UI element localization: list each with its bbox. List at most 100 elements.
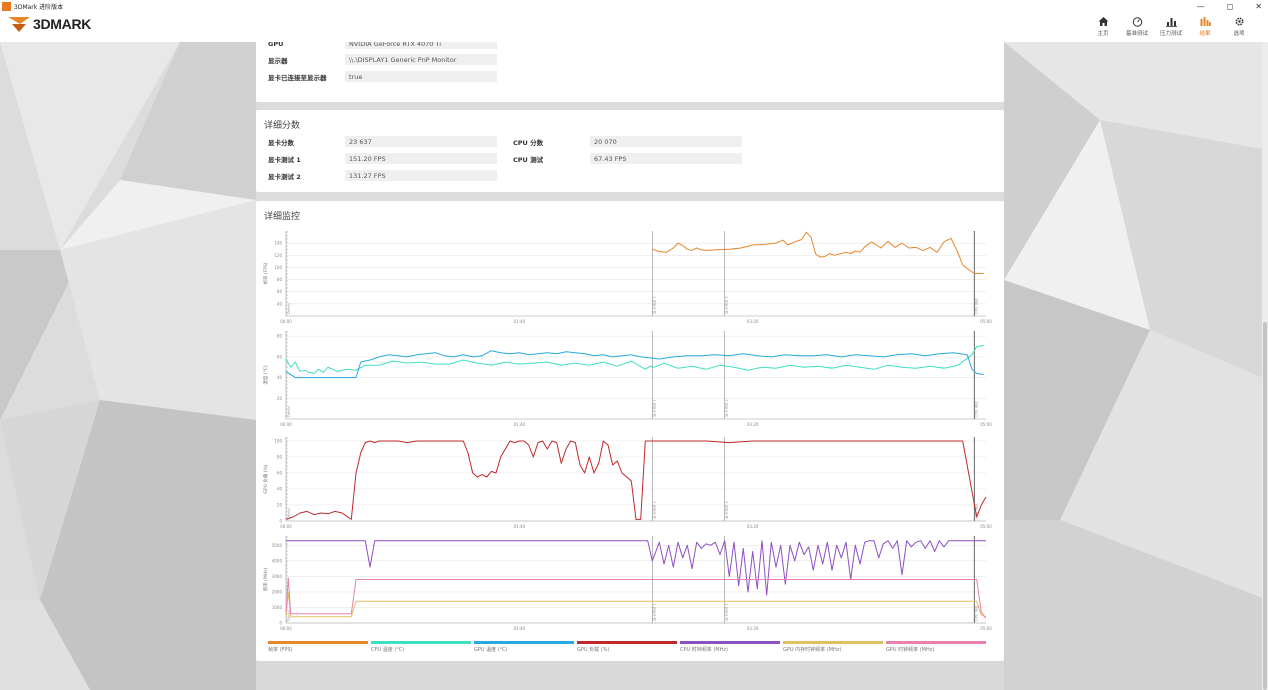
chart-y-axis-label: 帧率 (FPS)	[262, 262, 269, 284]
chart-x-tick-label: 01:40	[514, 626, 526, 631]
gear-icon	[1234, 17, 1244, 26]
close-icon[interactable]: ✕	[1255, 1, 1262, 11]
legend-label: GPU 内存时钟频率 (MHz)	[783, 647, 842, 653]
legend-item[interactable]: GPU 温度 (°C)	[474, 641, 574, 653]
legend-item[interactable]: GPU 时钟频率 (MHz)	[886, 641, 986, 653]
score-label: 显卡测试 1	[268, 155, 301, 164]
app-logo: 3DMARK	[8, 15, 91, 33]
app-icon	[2, 1, 11, 11]
chart-x-tick-label: 01:40	[514, 319, 526, 324]
chart-y-tick-label: 20	[277, 396, 283, 401]
chart-y-tick-label: 1000	[272, 605, 283, 610]
legend-swatch	[268, 641, 368, 644]
chart-y-tick-label: 0	[279, 519, 282, 524]
chart-y-tick-label: 140	[274, 241, 282, 246]
info-value: \\.\DISPLAY1 Generic PnP Monitor	[345, 54, 497, 65]
chart-y-tick-label: 4000	[272, 558, 283, 563]
chart-marker-label: 显卡测试 2	[724, 603, 729, 621]
chart-y-tick-label: 20	[277, 503, 283, 508]
info-row-display: 显示器 \\.\DISPLAY1 Generic PnP Monitor	[268, 54, 497, 65]
window-title: 3DMark 进阶版本	[14, 3, 64, 11]
chart-y-tick-label: 3000	[272, 574, 283, 579]
detailed-scores-title: 详细分数	[264, 121, 301, 131]
score-label: CPU 分数	[513, 138, 544, 147]
nav-options-label: 选项	[1233, 31, 1245, 37]
legend-item[interactable]: 帧率 (FPS)	[268, 641, 368, 653]
nav-results[interactable]: 结果	[1193, 14, 1217, 37]
legend-swatch	[886, 641, 986, 644]
chart-y-tick-label: 100	[274, 439, 282, 444]
chart-y-axis-label: GPU 负载 (%)	[262, 464, 269, 493]
chart-y-axis-label: 频率 (MHz)	[262, 567, 269, 591]
nav-benchmarks[interactable]: 基准测试	[1125, 14, 1149, 37]
chart-marker-label: Demo	[287, 406, 291, 417]
score-value: 20 070	[590, 136, 742, 147]
nav-benchmarks-label: 基准测试	[1125, 31, 1148, 37]
legend-item[interactable]: GPU 负载 (%)	[577, 641, 677, 653]
chart-marker-label: CPU 测试	[973, 605, 978, 621]
chart-marker-label: CPU 测试	[973, 298, 978, 314]
results-icon	[1200, 17, 1211, 26]
home-icon	[1098, 17, 1108, 26]
score-value: 151.20 FPS	[345, 153, 497, 164]
score-label: 显卡分数	[268, 138, 294, 147]
legend-item[interactable]: GPU 内存时钟频率 (MHz)	[783, 641, 883, 653]
score-label: 显卡测试 2	[268, 172, 301, 181]
info-value: NVIDIA GeForce RTX 4070 Ti	[345, 38, 497, 49]
detailed-monitoring-card: 详细监控 40 60 80 100 120 140 帧率 (FPS) 00:00 01:40 03…	[256, 201, 1004, 661]
chart-x-tick-label: 00:00	[280, 524, 292, 529]
chart-y-tick-label: 80	[277, 334, 283, 339]
chart-series-line	[285, 440, 987, 520]
chart-y-tick-label: 40	[277, 487, 283, 492]
chart-plot-area	[286, 231, 986, 316]
score-row: 显卡测试 1 151.20 FPS	[268, 153, 497, 164]
nav-stress-tests-label: 压力测试	[1159, 31, 1182, 37]
chart-marker-label: Demo	[287, 508, 291, 519]
chart-series-line	[652, 231, 984, 274]
score-value: 67.43 FPS	[590, 153, 742, 164]
chart-y-tick-label: 100	[274, 265, 282, 270]
minimize-icon[interactable]: —	[1196, 1, 1205, 11]
window-titlebar: 3DMark 进阶版本 — ◻ ✕	[0, 0, 1268, 12]
chart-y-tick-label: 120	[274, 253, 282, 258]
chart-y-tick-label: 0	[279, 621, 282, 626]
system-info-card: GPU NVIDIA GeForce RTX 4070 Ti 显示器 \\.\D…	[256, 30, 1004, 102]
chart-y-tick-label: 40	[277, 301, 283, 306]
app-header: 3DMARK 主页 基准测试 压力测试 结果 选项	[0, 12, 1268, 42]
chart-marker-label: CPU 测试	[973, 401, 978, 417]
legend-swatch	[577, 641, 677, 644]
chart-y-tick-label: 60	[277, 354, 283, 359]
legend-item[interactable]: CPU 时钟频率 (MHz)	[680, 641, 780, 653]
chart-series-line	[285, 345, 984, 374]
main-nav: 主页 基准测试 压力测试 结果 选项	[1091, 14, 1251, 37]
legend-swatch	[371, 641, 471, 644]
legend-swatch	[783, 641, 883, 644]
chart-x-tick-label: 01:40	[514, 422, 526, 427]
score-row: CPU 测试 67.43 FPS	[513, 153, 742, 164]
legend-item[interactable]: CPU 温度 (°C)	[371, 641, 471, 653]
chart-series-line	[286, 540, 986, 596]
info-value: true	[345, 71, 497, 82]
monitoring-legend: 帧率 (FPS) CPU 温度 (°C) GPU 温度 (°C) GPU 负载 (%)…	[268, 641, 986, 653]
legend-label: GPU 负载 (%)	[577, 647, 610, 653]
chart-y-tick-label: 2000	[272, 589, 283, 594]
chart-y-tick-label: 60	[277, 471, 283, 476]
chart-y-tick-label: 5000	[272, 543, 283, 548]
scrollbar-thumb[interactable]	[1263, 322, 1267, 690]
chart-x-tick-label: 05:00	[980, 422, 992, 427]
chart-marker-label: 显卡测试 1	[651, 501, 656, 519]
chart-marker-label: 显卡测试 1	[651, 603, 656, 621]
chart-y-tick-label: 60	[277, 289, 283, 294]
maximize-icon[interactable]: ◻	[1226, 1, 1234, 11]
nav-home[interactable]: 主页	[1091, 14, 1115, 37]
chart-plot-area	[286, 437, 986, 521]
chart-y-tick-label: 40	[277, 375, 283, 380]
chart-x-tick-label: 05:00	[980, 319, 992, 324]
vertical-scrollbar[interactable]	[1262, 42, 1268, 690]
gauge-icon	[1132, 17, 1142, 27]
nav-stress-tests[interactable]: 压力测试	[1159, 14, 1183, 37]
nav-options[interactable]: 选项	[1227, 14, 1251, 37]
score-value: 23 637	[345, 136, 497, 147]
legend-label: CPU 时钟频率 (MHz)	[680, 647, 728, 653]
